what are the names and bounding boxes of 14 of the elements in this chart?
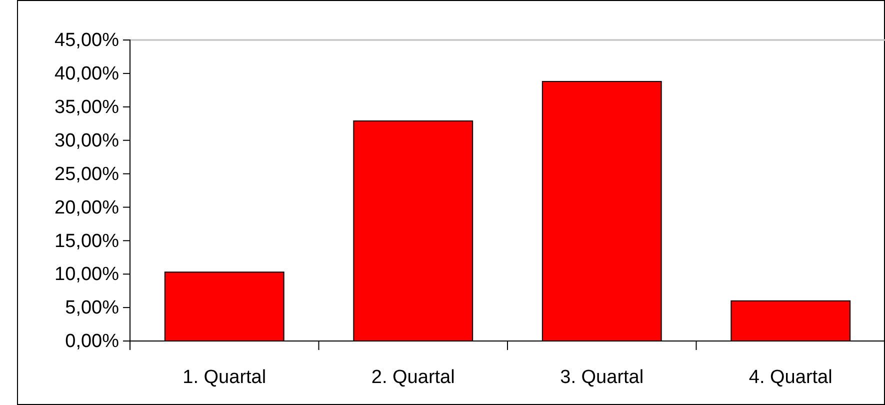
y-tick-label: 30,00%	[54, 130, 120, 152]
y-tick-label: 10,00%	[54, 264, 120, 286]
y-tick-label: 45,00%	[54, 30, 120, 52]
x-tick-label: 1. Quartal	[182, 367, 266, 388]
x-tick-label: 4. Quartal	[748, 367, 832, 388]
y-tick-label: 15,00%	[54, 230, 120, 252]
x-tick-label: 3. Quartal	[560, 367, 644, 388]
y-tick-label: 20,00%	[54, 197, 120, 218]
y-tick-label: 25,00%	[54, 164, 120, 185]
y-tick-label: 40,00%	[54, 64, 120, 85]
x-tick-label: 2. Quartal	[371, 367, 455, 388]
y-tick-label: 35,00%	[54, 96, 120, 118]
y-tick-label: 0,00%	[65, 331, 120, 352]
y-tick-label: 5,00%	[65, 298, 120, 319]
